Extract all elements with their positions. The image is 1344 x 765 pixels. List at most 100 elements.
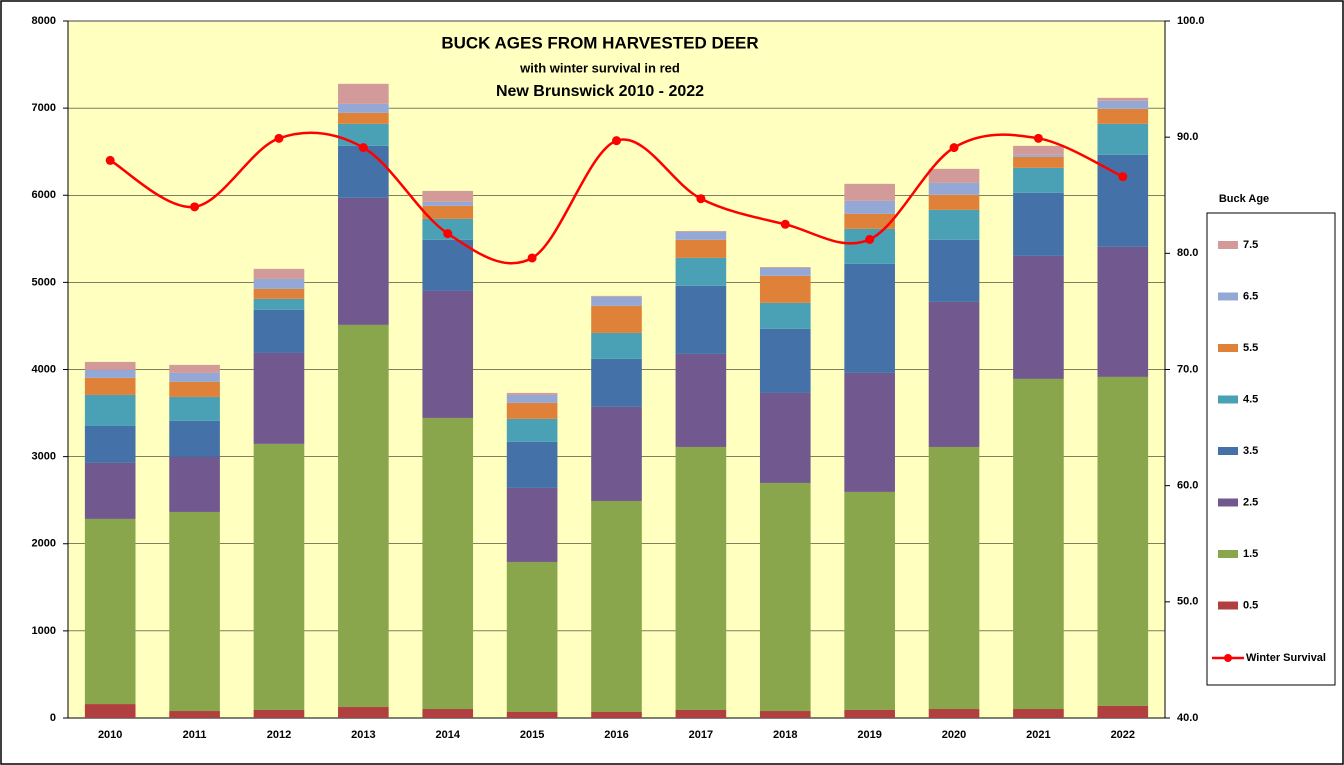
y-tick-label: 5000: [32, 276, 56, 288]
survival-marker: [443, 229, 453, 239]
bar-segment: [675, 230, 727, 232]
bar-segment: [169, 364, 220, 373]
x-tick-label: 2012: [267, 729, 291, 741]
bar-segment: [253, 443, 305, 710]
bar-segment: [928, 168, 980, 183]
legend-swatch: [1218, 498, 1238, 507]
bar-segment: [1097, 97, 1149, 101]
legend-label: 7.5: [1243, 239, 1258, 251]
bar-segment: [591, 305, 642, 333]
legend-label: 1.5: [1243, 548, 1258, 560]
bar-segment: [169, 420, 220, 457]
x-tick-label: 2018: [773, 729, 797, 741]
x-tick-label: 2021: [1026, 729, 1050, 741]
bar-segment: [675, 257, 727, 286]
survival-marker: [105, 155, 115, 165]
bar-segment: [169, 711, 220, 718]
bar-segment: [591, 358, 642, 407]
bar-segment: [84, 369, 136, 378]
bar-segment: [338, 83, 389, 104]
bar-segment: [422, 239, 474, 291]
bar-segment: [253, 309, 305, 353]
x-tick-label: 2016: [604, 729, 628, 741]
bar-segment: [1013, 156, 1064, 168]
bar-segment: [506, 418, 558, 442]
bar-segment: [1013, 255, 1064, 379]
bar-segment: [1013, 167, 1064, 193]
bar-segment: [844, 491, 895, 710]
bar-segment: [253, 288, 305, 299]
survival-marker: [274, 133, 284, 143]
bar-segment: [844, 200, 895, 214]
x-tick-label: 2013: [351, 729, 375, 741]
bar-segment: [422, 417, 474, 710]
bar-segment: [591, 332, 642, 359]
bar-segment: [84, 377, 136, 395]
bar-segment: [675, 285, 727, 354]
legend-label: Winter Survival: [1246, 652, 1326, 664]
legend-swatch: [1218, 601, 1238, 610]
legend-marker: [1224, 654, 1232, 662]
bar-segment: [928, 301, 980, 447]
bar-segment: [759, 267, 811, 276]
bar-segment: [506, 441, 558, 488]
legend-label: 6.5: [1243, 290, 1258, 302]
legend-swatch: [1218, 550, 1238, 558]
bar-segment: [1097, 246, 1149, 377]
bar-segment: [1097, 108, 1149, 124]
bar-segment: [1097, 705, 1149, 718]
legend-swatch: [1218, 292, 1238, 301]
legend-label: 4.5: [1243, 393, 1258, 405]
bar-segment: [338, 145, 389, 198]
bar-segment: [759, 711, 811, 718]
y-tick-label: 1000: [32, 625, 56, 637]
bar-segment: [591, 295, 642, 297]
x-tick-label: 2010: [98, 729, 122, 741]
y-tick-label: 8000: [32, 15, 56, 27]
legend-swatch: [1218, 241, 1238, 249]
bar-segment: [1097, 100, 1149, 109]
y-tick-label: 7000: [32, 102, 56, 114]
bar-segment: [675, 446, 727, 710]
y-tick-label: 4000: [32, 363, 56, 375]
bar-segment: [591, 296, 642, 306]
bar-segment: [169, 511, 220, 712]
bar-segment: [759, 267, 811, 268]
bar-segment: [591, 500, 642, 712]
bar-segment: [844, 372, 895, 492]
legend-label: 2.5: [1243, 496, 1258, 508]
bar-segment: [253, 352, 305, 444]
bar-segment: [928, 709, 980, 718]
bar-segment: [1097, 154, 1149, 247]
bar-segment: [338, 112, 389, 124]
bar-segment: [506, 394, 558, 403]
bar-segment: [675, 709, 727, 718]
y2-tick-label: 70.0: [1177, 363, 1198, 375]
x-tick-label: 2019: [857, 729, 881, 741]
bar-segment: [928, 446, 980, 710]
bar-segment: [759, 328, 811, 393]
x-tick-label: 2022: [1111, 729, 1135, 741]
bar-segment: [338, 103, 389, 113]
x-tick-label: 2015: [520, 729, 544, 741]
survival-marker: [358, 143, 368, 153]
bar-segment: [338, 707, 389, 718]
legend-label: 0.5: [1243, 599, 1258, 611]
x-tick-label: 2011: [183, 729, 207, 741]
bar-segment: [759, 392, 811, 483]
bar-segment: [1013, 154, 1064, 157]
y-tick-label: 6000: [32, 189, 56, 201]
bar-segment: [84, 462, 136, 519]
bar-segment: [591, 406, 642, 501]
x-tick-label: 2014: [435, 729, 460, 741]
bar-segment: [844, 263, 895, 373]
bar-segment: [759, 302, 811, 329]
y2-tick-label: 100.0: [1177, 15, 1205, 27]
survival-marker: [865, 234, 875, 244]
bar-segment: [844, 183, 895, 201]
bar-segment: [253, 709, 305, 718]
survival-marker: [527, 253, 537, 263]
bar-segment: [844, 709, 895, 718]
bar-segment: [84, 425, 136, 463]
bar-segment: [928, 182, 980, 195]
